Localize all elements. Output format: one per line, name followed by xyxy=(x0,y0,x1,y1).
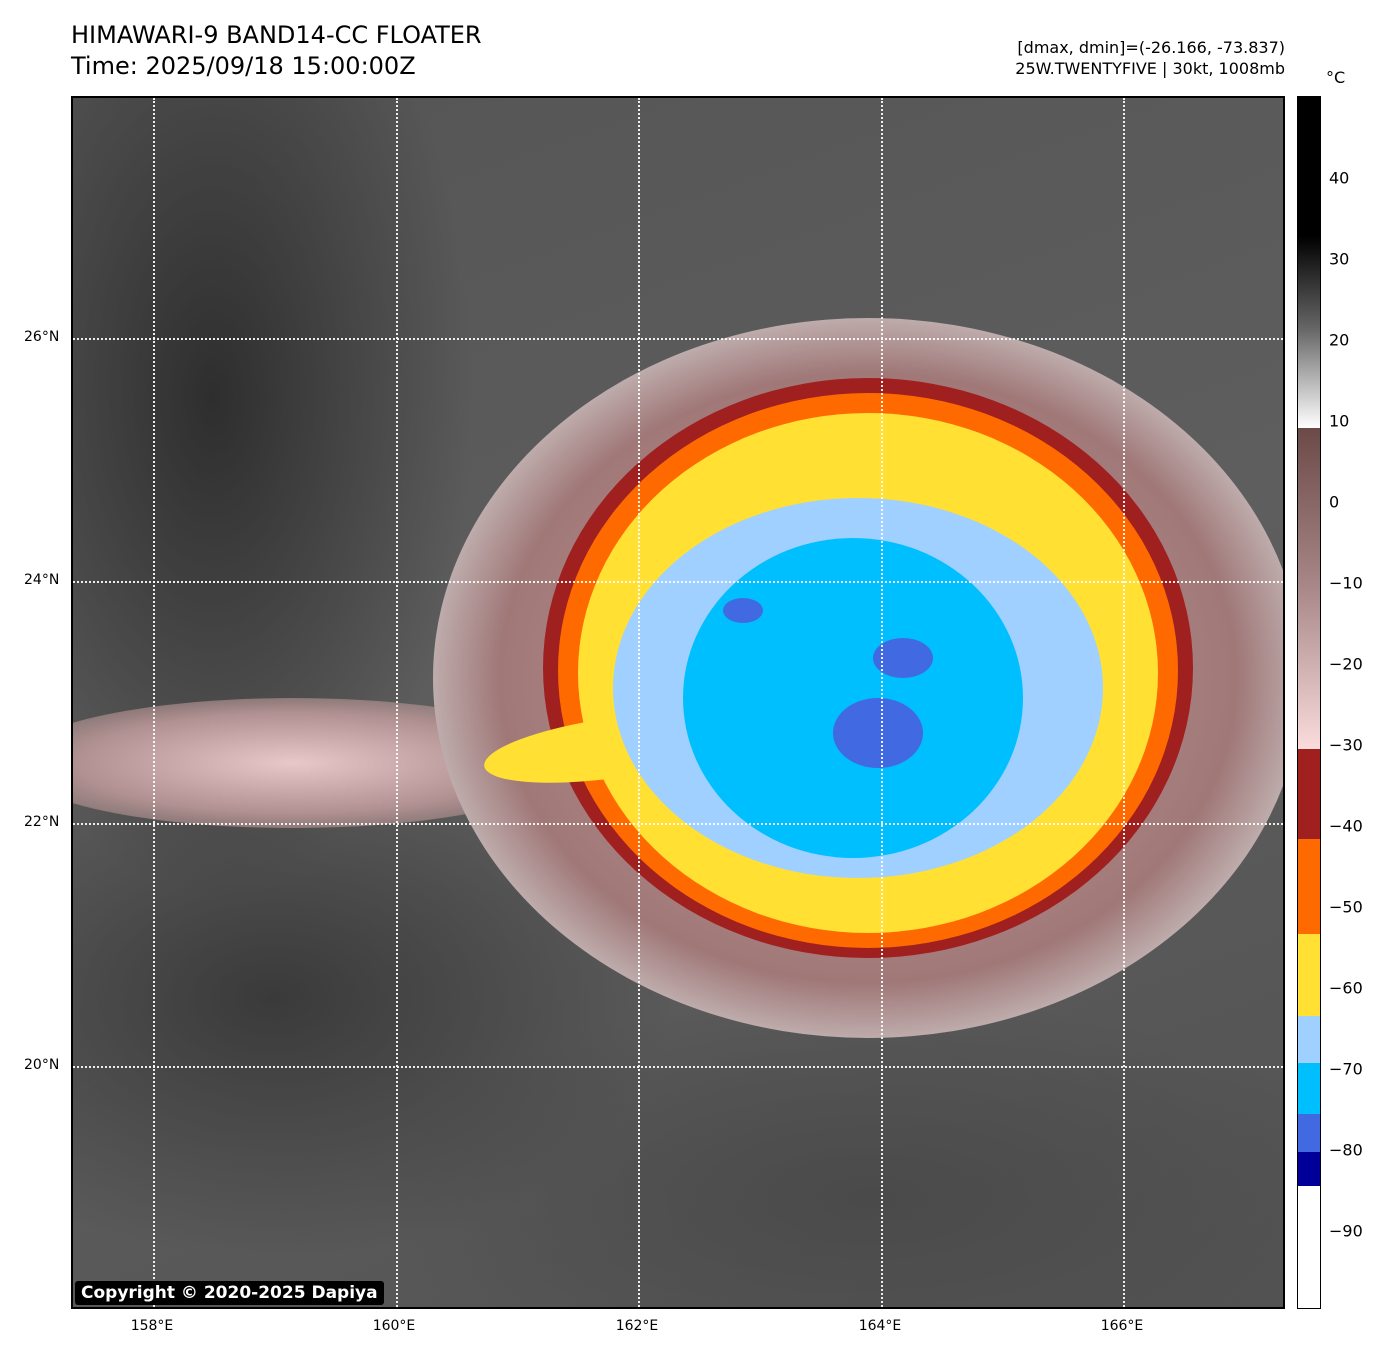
lon-label: 164°E xyxy=(858,1318,902,1334)
lat-label: 22°N xyxy=(24,814,60,830)
parallel-20 xyxy=(73,1066,1283,1068)
colorbar xyxy=(1297,96,1321,1309)
chart-title: HIMAWARI-9 BAND14-CC FLOATER xyxy=(71,21,482,49)
cbar-cyan xyxy=(1298,1063,1320,1114)
cold-cloud-cyan xyxy=(683,538,1023,858)
cbar-white xyxy=(1298,1186,1320,1308)
cbar-blue xyxy=(1298,1114,1320,1152)
timestamp: Time: 2025/09/18 15:00:00Z xyxy=(71,52,416,80)
cbar-warm xyxy=(1298,97,1320,428)
coldest-top-3 xyxy=(723,598,763,623)
colorbar-tick-label: 10 xyxy=(1329,411,1350,431)
coldest-top-1 xyxy=(833,698,923,768)
colorbar-tick-label: 30 xyxy=(1329,249,1350,269)
lon-label: 166°E xyxy=(1100,1318,1144,1334)
copyright-label: Copyright © 2020-2025 Dapiya xyxy=(75,1281,384,1305)
parallel-24 xyxy=(73,581,1283,583)
cbar-lightblue xyxy=(1298,1016,1320,1063)
lon-label: 162°E xyxy=(615,1318,659,1334)
coldest-top-2 xyxy=(873,638,933,678)
satellite-map: Copyright © 2020-2025 Dapiya xyxy=(71,96,1285,1309)
colorbar-tick-label: −70 xyxy=(1329,1059,1363,1079)
colorbar-unit: °C xyxy=(1326,68,1346,87)
meridian-166 xyxy=(1123,98,1125,1307)
lon-label: 158°E xyxy=(130,1318,174,1334)
colorbar-tick-label: 20 xyxy=(1329,330,1350,350)
lat-label: 20°N xyxy=(24,1057,60,1073)
meridian-158 xyxy=(153,98,155,1307)
storm-info: 25W.TWENTYFIVE | 30kt, 1008mb xyxy=(1015,59,1285,78)
colorbar-tick-label: −10 xyxy=(1329,573,1363,593)
parallel-22 xyxy=(73,823,1283,825)
colorbar-tick-label: −20 xyxy=(1329,654,1363,674)
lat-label: 26°N xyxy=(24,329,60,345)
colorbar-tick-label: −50 xyxy=(1329,897,1363,917)
parallel-26 xyxy=(73,338,1283,340)
cbar-orange xyxy=(1298,839,1320,934)
meridian-160 xyxy=(396,98,398,1307)
meridian-162 xyxy=(638,98,640,1307)
lat-label: 24°N xyxy=(24,572,60,588)
dmax-dmin-readout: [dmax, dmin]=(-26.166, -73.837) xyxy=(1017,38,1285,57)
colorbar-tick-label: 40 xyxy=(1329,168,1350,188)
colorbar-tick-label: −40 xyxy=(1329,816,1363,836)
cbar-yellow xyxy=(1298,934,1320,1016)
colorbar-tick-label: 0 xyxy=(1329,492,1340,512)
colorbar-tick-label: −80 xyxy=(1329,1140,1363,1160)
cbar-red xyxy=(1298,749,1320,839)
cbar-brown xyxy=(1298,428,1320,749)
colorbar-tick-label: −30 xyxy=(1329,735,1363,755)
cbar-navy xyxy=(1298,1152,1320,1186)
colorbar-tick-label: −60 xyxy=(1329,978,1363,998)
meridian-164 xyxy=(881,98,883,1307)
lon-label: 160°E xyxy=(372,1318,416,1334)
colorbar-tick-label: −90 xyxy=(1329,1221,1363,1241)
